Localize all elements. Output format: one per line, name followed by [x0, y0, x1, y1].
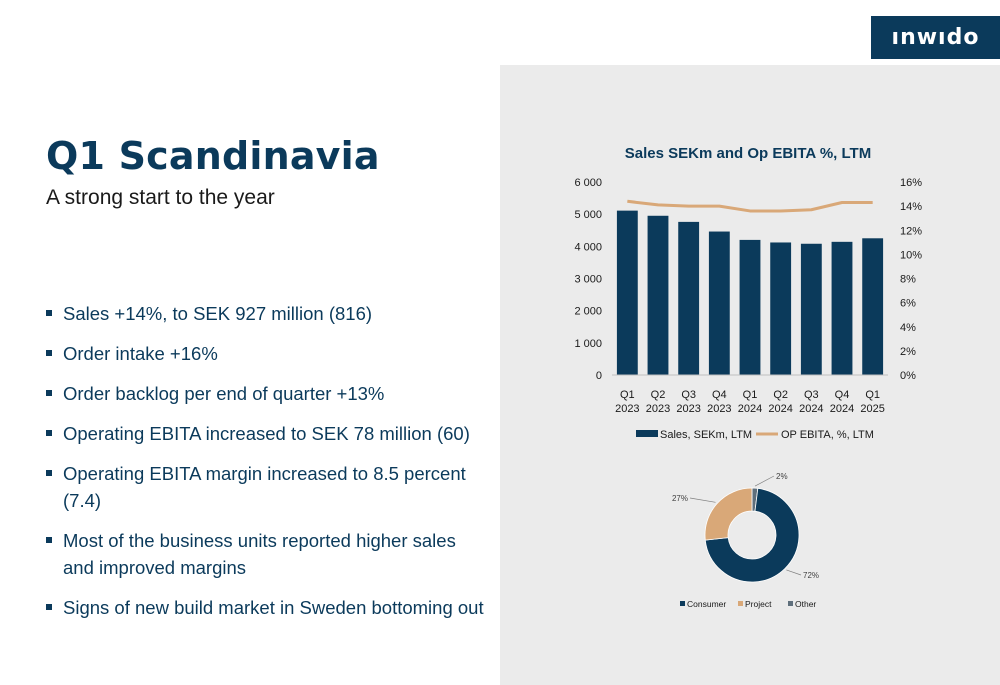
- leader-line: [689, 497, 716, 503]
- x-tick-label: Q2: [773, 389, 788, 401]
- y-left-tick-label: 2 000: [574, 306, 602, 318]
- sales-ebita-chart: Sales SEKm and Op EBITA %, LTM 0 1 000 2 00…: [574, 145, 922, 441]
- legend-swatch-sales: [636, 430, 658, 437]
- bullet-text: Order intake +16%: [63, 343, 218, 364]
- segment-donut-chart: 72% 27% 2% Consumer Project Other: [672, 472, 819, 609]
- bar: [739, 239, 761, 375]
- y-left-tick-label: 6 000: [574, 177, 602, 189]
- y-right-tick-label: 14%: [900, 201, 922, 213]
- bullet-marker: [46, 470, 52, 476]
- x-tick-label: 2023: [615, 403, 639, 415]
- slice-value-label: 72%: [803, 571, 819, 580]
- y-left-tick-label: 4 000: [574, 241, 602, 253]
- bullet-text: Signs of new build market in Sweden bott…: [63, 597, 484, 618]
- y-right-tick-label: 6%: [900, 298, 916, 310]
- bullet-item: Operating EBITA margin increased to 8.5 …: [46, 460, 486, 514]
- x-tick-label: Q4: [712, 389, 727, 401]
- bullet-text: Operating EBITA margin increased to 8.5 …: [63, 463, 466, 511]
- y-left-tick-label: 5 000: [574, 209, 602, 221]
- y-right-tick-label: 10%: [900, 249, 922, 261]
- slice-value-label: 2%: [776, 472, 788, 481]
- bar: [616, 210, 638, 375]
- bullet-item: Sales +14%, to SEK 927 million (816): [46, 300, 486, 327]
- chart-title: Sales SEKm and Op EBITA %, LTM: [625, 145, 871, 162]
- inwido-logo: ınwıdo: [871, 16, 1000, 59]
- bar: [647, 215, 669, 375]
- bar: [678, 221, 700, 375]
- bullet-list: Sales +14%, to SEK 927 million (816) Ord…: [46, 300, 486, 634]
- bullet-marker: [46, 350, 52, 356]
- bullet-item: Operating EBITA increased to SEK 78 mill…: [46, 420, 486, 447]
- bullet-text: Operating EBITA increased to SEK 78 mill…: [63, 423, 470, 444]
- x-tick-label: Q2: [651, 389, 666, 401]
- bullet-marker: [46, 310, 52, 316]
- legend-swatch: [680, 601, 685, 606]
- page-subtitle: A strong start to the year: [46, 186, 275, 209]
- legend-label: Other: [795, 599, 816, 609]
- y-right-tick-label: 16%: [900, 177, 922, 189]
- bar: [708, 231, 730, 375]
- x-tick-label: 2024: [768, 403, 792, 415]
- x-tick-label: Q4: [835, 389, 850, 401]
- bullet-item: Order backlog per end of quarter +13%: [46, 380, 486, 407]
- x-tick-label: 2023: [676, 403, 700, 415]
- bullet-marker: [46, 537, 52, 543]
- bullet-text: Most of the business units reported high…: [63, 530, 456, 578]
- bullet-item: Most of the business units reported high…: [46, 527, 486, 581]
- y-right-tick-label: 4%: [900, 322, 916, 334]
- bar: [800, 243, 822, 375]
- x-tick-label: Q3: [681, 389, 696, 401]
- leader-line: [754, 475, 775, 487]
- donut-slice-project: [704, 487, 753, 541]
- slice-value-label: 27%: [672, 494, 688, 503]
- y-right-tick-label: 8%: [900, 274, 916, 286]
- legend-swatch: [788, 601, 793, 606]
- page-title: Q1 Scandinavia: [46, 134, 380, 178]
- x-tick-label: 2024: [830, 403, 854, 415]
- bullet-item: Signs of new build market in Sweden bott…: [46, 594, 486, 621]
- bullet-item: Order intake +16%: [46, 340, 486, 367]
- bar: [770, 242, 792, 375]
- leader-line: [786, 569, 802, 576]
- legend-swatch: [738, 601, 743, 606]
- x-tick-label: 2024: [799, 403, 823, 415]
- y-right-tick-label: 0%: [900, 370, 916, 382]
- bullet-text: Sales +14%, to SEK 927 million (816): [63, 303, 373, 324]
- bar: [862, 238, 884, 375]
- legend-label: Project: [745, 599, 772, 609]
- legend-label-sales: Sales, SEKm, LTM: [660, 429, 752, 441]
- y-right-tick-label: 12%: [900, 225, 922, 237]
- legend-label: Consumer: [687, 599, 726, 609]
- x-tick-label: 2025: [860, 403, 884, 415]
- y-left-tick-label: 3 000: [574, 274, 602, 286]
- x-tick-label: Q1: [620, 389, 635, 401]
- bullet-marker: [46, 604, 52, 610]
- y-right-tick-label: 2%: [900, 346, 916, 358]
- bullet-text: Order backlog per end of quarter +13%: [63, 383, 385, 404]
- x-tick-label: 2023: [646, 403, 670, 415]
- donut-slice-consumer: [704, 487, 800, 583]
- x-tick-label: Q1: [743, 389, 758, 401]
- ebita-line: [627, 199, 873, 213]
- bullet-marker: [46, 390, 52, 396]
- y-left-tick-label: 1 000: [574, 338, 602, 350]
- x-tick-label: Q3: [804, 389, 819, 401]
- y-left-tick-label: 0: [596, 370, 602, 382]
- legend-label-ebita: OP EBITA, %, LTM: [781, 429, 874, 441]
- x-tick-label: 2024: [738, 403, 762, 415]
- bar: [831, 241, 853, 375]
- x-tick-label: 2023: [707, 403, 731, 415]
- x-tick-label: Q1: [865, 389, 880, 401]
- bullet-marker: [46, 430, 52, 436]
